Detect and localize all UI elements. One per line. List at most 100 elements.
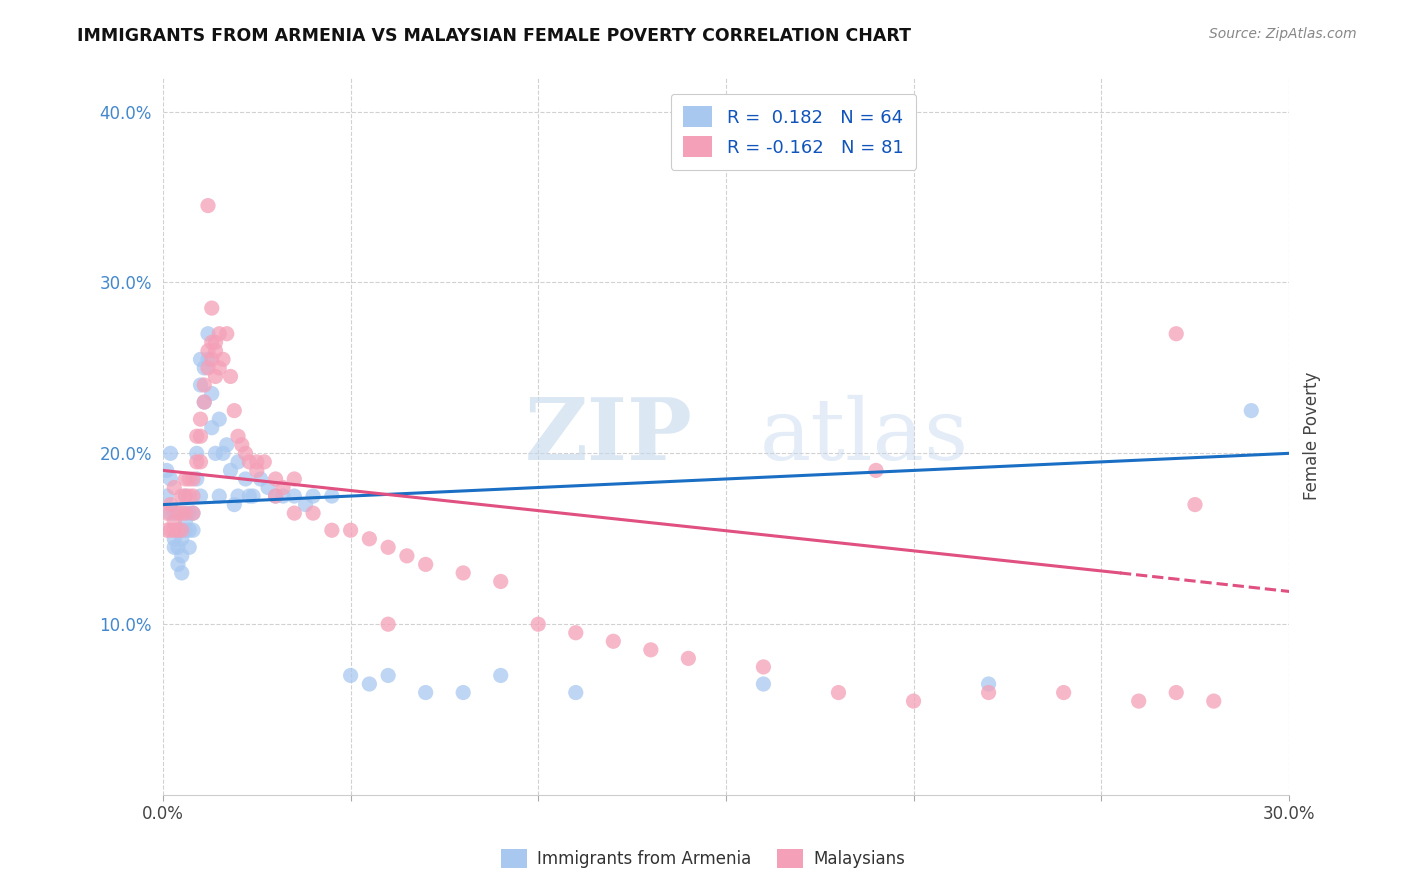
Point [174,489,197,503]
Point [167,523,190,537]
Point [602,634,624,648]
Point [977,685,1000,699]
Point [174,515,197,529]
Point [186,446,208,460]
Text: ZIP: ZIP [524,394,692,478]
Point [174,506,197,520]
Point [190,352,212,367]
Point [186,472,208,486]
Point [283,472,305,486]
Point [174,523,197,537]
Point [302,489,325,503]
Point [377,617,399,632]
Point [159,446,181,460]
Point [224,403,246,417]
Point [271,481,294,495]
Point [174,472,197,486]
Point [179,472,201,486]
Point [238,489,260,503]
Point [283,489,305,503]
Point [181,489,204,503]
Point [204,335,226,350]
Point [197,343,219,358]
Point [156,506,179,520]
Point [179,506,201,520]
Point [193,378,215,392]
Point [193,395,215,409]
Point [167,541,190,555]
Point [193,395,215,409]
Point [1166,685,1188,699]
Point [565,685,588,699]
Point [224,498,246,512]
Point [283,506,305,520]
Point [212,352,235,367]
Point [159,523,181,537]
Point [193,360,215,375]
Point [377,668,399,682]
Point [249,472,271,486]
Point [1202,694,1225,708]
Point [226,489,249,503]
Y-axis label: Female Poverty: Female Poverty [1303,372,1320,500]
Point [246,455,269,469]
Text: atlas: atlas [759,394,969,478]
Point [208,412,231,426]
Point [186,455,208,469]
Point [190,378,212,392]
Point [163,541,186,555]
Point [208,326,231,341]
Point [197,360,219,375]
Point [159,472,181,486]
Point [1184,498,1206,512]
Text: Source: ZipAtlas.com: Source: ZipAtlas.com [1209,27,1357,41]
Point [190,489,212,503]
Point [156,489,179,503]
Point [257,481,280,495]
Point [264,489,287,503]
Point [163,506,186,520]
Point [359,677,381,691]
Point [1166,326,1188,341]
Point [226,455,249,469]
Point [212,446,235,460]
Point [179,489,201,503]
Point [977,677,1000,691]
Point [170,566,193,580]
Point [181,506,204,520]
Point [201,352,224,367]
Point [174,489,197,503]
Point [179,541,201,555]
Point [204,446,226,460]
Point [226,429,249,443]
Point [190,455,212,469]
Point [170,489,193,503]
Point [197,198,219,212]
Point [163,515,186,529]
Point [215,326,238,341]
Point [219,369,242,384]
Point [181,523,204,537]
Point [208,489,231,503]
Point [219,463,242,477]
Point [181,506,204,520]
Point [179,523,201,537]
Point [156,523,179,537]
Point [167,558,190,572]
Point [235,446,257,460]
Point [1128,694,1150,708]
Point [197,352,219,367]
Point [302,506,325,520]
Point [321,489,343,503]
Point [170,523,193,537]
Point [294,498,316,512]
Point [231,438,253,452]
Point [565,625,588,640]
Point [489,668,512,682]
Point [246,463,269,477]
Point [377,541,399,555]
Point [865,463,887,477]
Point [201,301,224,315]
Point [527,617,550,632]
Point [190,429,212,443]
